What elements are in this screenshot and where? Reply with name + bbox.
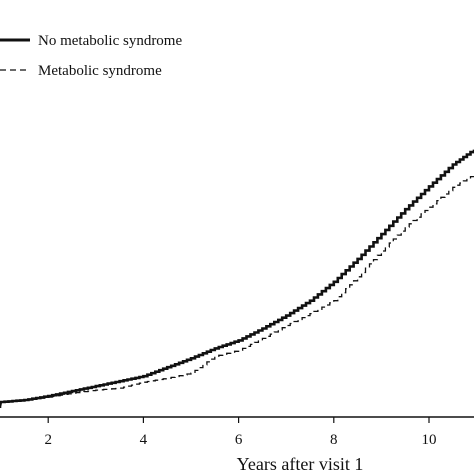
x-tick-label-6: 6 [235, 432, 243, 448]
series-line-metabolic-syndrome [0, 174, 474, 408]
x-axis-title: Years after visit 1 [237, 454, 364, 474]
x-tick-label-8: 8 [330, 432, 338, 448]
legend-label-no-metabolic-syndrome: No metabolic syndrome [38, 33, 182, 49]
x-axis-ticks: 2 4 6 8 10 [44, 417, 437, 448]
legend-label-metabolic-syndrome: Metabolic syndrome [38, 63, 162, 79]
x-tick-label-2: 2 [44, 432, 52, 448]
legend: No metabolic syndrome Metabolic syndrome [0, 33, 182, 79]
series-line-no-metabolic-syndrome [0, 149, 474, 408]
x-tick-label-4: 4 [140, 432, 148, 448]
x-tick-label-10: 10 [422, 432, 437, 448]
series-layer [0, 149, 474, 408]
